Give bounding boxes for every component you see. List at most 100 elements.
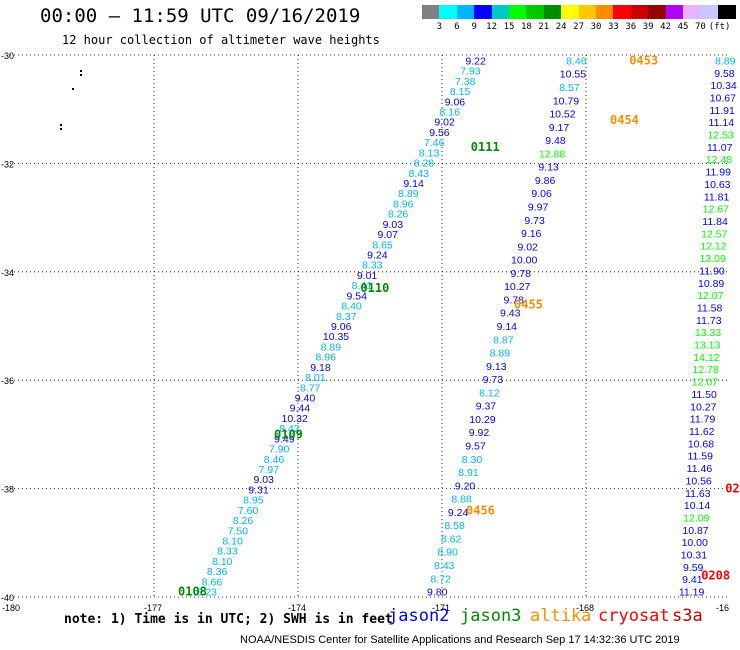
wave-height-value: 11.19 [679,587,705,599]
wave-height-value: 8.91 [458,467,479,479]
pass-time-label: 0207 [725,482,740,496]
lon-tick-label: -168 [576,603,594,613]
colorbar-swatch [717,5,736,19]
colorbar-swatch [648,5,667,19]
wave-height-value: 8.23 [197,587,218,599]
wave-height-value: 9.14 [403,178,424,190]
wave-height-value: 11.58 [697,302,723,314]
wave-height-value: 8.77 [300,382,321,394]
wave-height-value: 10.32 [282,413,308,425]
wave-height-value: 11.91 [709,105,735,117]
wave-height-value: 8.42 [279,423,300,435]
wave-height-value: 9.92 [469,427,490,439]
wave-height-value: 13.09 [700,253,726,265]
colorbar-label: 42 [660,22,672,32]
page-subtitle: 12 hour collection of altimeter wave hei… [62,33,380,47]
lon-tick-label: -174 [288,603,306,613]
colorbar-swatch [630,5,649,19]
wave-height-value: 8.89 [715,55,736,67]
wave-height-value: 8.36 [207,566,228,578]
colorbar-swatch [665,5,684,19]
wave-height-value: 9.06 [531,188,552,200]
colorbar-swatch [491,5,510,19]
page-title: 00:00 – 11:59 UTC 09/16/2019 [40,5,361,27]
wave-height-value: 9.48 [545,135,566,147]
wave-height-value: 8.46 [566,55,587,67]
island-dot [72,88,74,90]
wave-height-value: 9.78 [504,294,525,306]
wave-height-value: 10.00 [511,255,537,267]
wave-height-value: 11.90 [699,265,725,277]
colorbar-label: 27 [573,22,585,32]
wave-height-value: 10.67 [710,92,736,104]
wave-height-value: 12.12 [700,241,726,253]
lon-tick-label: -180 [2,603,20,613]
wave-height-value: 12.88 [539,148,565,160]
wave-height-value: 7.93 [460,66,481,78]
legend-s3a: s3a [672,606,703,626]
wave-height-value: 9.06 [445,96,466,108]
wave-height-value: 11.73 [696,315,722,327]
colorbar-label: 12 [486,22,498,32]
pass-time-label: 0456 [466,503,495,517]
wave-height-value: 8.65 [372,239,393,251]
wave-height-value: 7.38 [455,76,476,88]
wave-height-value: 8.01 [305,372,326,384]
lat-tick-label: -30 [1,51,14,61]
island-dot [60,124,62,126]
wave-height-value: 10.27 [504,281,530,293]
wave-height-value: 8.89 [490,348,511,360]
wave-height-value: 8.33 [217,546,238,558]
wave-height-value: 9.44 [290,403,311,415]
wave-height-value: 8.16 [440,106,461,118]
colorbar-swatch [578,5,597,19]
wave-height-value: 9.24 [367,249,388,261]
wave-height-value: 11.59 [687,451,713,463]
wave-height-value: 8.28 [414,158,435,170]
wave-height-value: 9.31 [248,484,269,496]
wave-height-value: 9.73 [483,374,504,386]
colorbar-label: 45 [677,22,689,32]
lon-tick-label: -171 [432,603,450,613]
footnote: note: 1) Time is in UTC; 2) SWH is in fe… [64,612,393,627]
wave-height-value: 11.99 [705,167,731,179]
wave-height-value: 10.00 [682,537,708,549]
legend-jason2: jason2 [388,606,450,626]
colorbar-label: 33 [607,22,619,32]
pass-time-label: 0453 [629,53,658,67]
wave-height-value: 8.88 [451,494,472,506]
wave-height-value: 8.57 [559,82,580,94]
wave-height-value: 11.63 [685,488,711,500]
colorbar-swatch [700,5,719,19]
wave-height-value: 8.26 [388,209,409,221]
credit-line: NOAA/NESDIS Center for Satellite Applica… [240,634,680,646]
pass-time-label: 0110 [360,281,389,295]
wave-height-value: 8.43 [409,168,430,180]
legend-jason3: jason3 [460,606,522,626]
wave-height-value: 11.62 [689,426,715,438]
legend-cryosat: cryosat [598,606,670,626]
colorbar-swatch [439,5,458,19]
wave-height-value: 9.01 [357,270,378,282]
lon-tick-label: -16 [716,603,729,613]
wave-height-value: 10.29 [469,414,495,426]
wave-height-value: 9.07 [378,229,399,241]
wave-height-value: 9.73 [524,215,545,227]
wave-height-value: 9.06 [331,321,352,333]
colorbar-label: (ft) [708,22,731,32]
wave-height-value: 11.46 [687,463,713,475]
lat-tick-label: -34 [1,268,14,278]
wave-height-value: 8.37 [336,311,357,323]
wave-height-value: 9.02 [434,117,455,129]
wave-height-value: 8.10 [222,536,243,548]
colorbar-label: 3 [436,22,443,32]
wave-height-value: 9.56 [429,127,450,139]
colorbar-label: 9 [471,22,477,32]
wave-height-value: 9.80 [427,587,448,599]
wave-height-value: 12.07 [692,377,718,389]
wave-height-value: 8.12 [479,387,500,399]
wave-height-value: 8.10 [212,556,233,568]
wave-height-value: 10.52 [549,109,575,121]
lat-tick-label: -38 [1,485,14,495]
